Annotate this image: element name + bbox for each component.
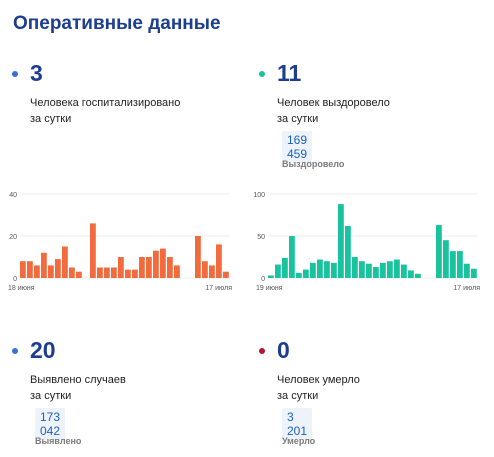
chart0-bar — [48, 265, 54, 278]
hospitalized-desc-line2: за сутки — [30, 113, 72, 125]
deaths-desc-line1: Человек умерло — [277, 374, 360, 386]
recovered-dot — [259, 71, 265, 77]
chart0-bar — [125, 269, 131, 278]
chart1-bar — [303, 269, 309, 278]
chart1-bar — [296, 272, 302, 278]
chart0-bar — [27, 261, 33, 278]
chart1-bar — [380, 262, 386, 278]
recovered-value: 11 — [277, 60, 302, 86]
chart0-bar — [202, 261, 208, 278]
detected-desc-line2: за сутки — [30, 390, 72, 402]
chart1-bar — [352, 257, 358, 278]
recovered-desc-line1: Человек выздоровело — [277, 97, 390, 109]
chart0-bar — [209, 265, 215, 278]
chart0-bar — [76, 271, 82, 278]
chart1-bar — [310, 262, 316, 278]
chart1-bar — [275, 264, 281, 278]
recovered-total-label: Выздоровело — [282, 159, 345, 169]
chart1-x-start-label: 19 июня — [256, 285, 283, 292]
chart0-bar — [167, 257, 173, 278]
chart0-bar — [174, 265, 180, 278]
detected-total: 173 042 — [35, 408, 66, 440]
chart1-bar — [415, 273, 421, 278]
chart1-bar — [289, 236, 295, 278]
chart1-bar — [282, 257, 288, 278]
chart1-bar — [394, 259, 400, 278]
chart0-bar — [146, 257, 152, 278]
detected-description: Выявлено случаев за сутки — [30, 372, 190, 404]
chart0-bar — [132, 269, 138, 278]
chart1-bar — [464, 263, 470, 278]
chart0-bar — [41, 252, 47, 278]
deaths-desc-line2: за сутки — [277, 390, 319, 402]
hospitalized-bar-chart: 40 20 0 18 июня 17 июля — [8, 192, 232, 292]
chart0-bar — [34, 265, 40, 278]
chart0-bar — [97, 267, 103, 278]
recovered-bar-chart: 100 50 0 19 июня 17 июля — [253, 192, 480, 292]
page-title: Оперативные данные — [13, 13, 221, 34]
hospitalized-dot — [12, 71, 18, 77]
chart0-ytick-label: 40 — [9, 192, 17, 199]
chart1-bar — [324, 261, 330, 278]
deaths-total: 3 201 — [282, 408, 313, 440]
chart1-bar — [408, 270, 414, 278]
chart1-bar — [338, 204, 344, 278]
chart0-bar — [216, 244, 222, 278]
chart1-bar — [268, 275, 274, 278]
deaths-value: 0 — [277, 337, 290, 363]
chart1-bar — [373, 267, 379, 278]
chart1-bar — [457, 251, 463, 278]
chart0-bar — [223, 271, 229, 278]
chart1-bar — [401, 264, 407, 278]
chart0-bar — [111, 267, 117, 278]
hospitalized-description: Человека госпитализировано за сутки — [30, 95, 190, 127]
chart1-ytick-label: 50 — [257, 234, 265, 241]
chart1-bar — [450, 251, 456, 278]
deaths-dot — [259, 348, 265, 354]
recovered-description: Человек выздоровело за сутки — [277, 95, 437, 127]
chart0-bar — [139, 257, 145, 278]
chart0-bar — [90, 223, 96, 278]
chart0-x-start-label: 18 июня — [8, 285, 35, 292]
chart0-bar — [69, 267, 75, 278]
detected-total-label: Выявлено — [35, 436, 82, 446]
chart1-bar — [345, 225, 351, 278]
hospitalized-value: 3 — [30, 60, 43, 86]
chart1-bar — [366, 263, 372, 278]
chart1-bar — [436, 225, 442, 278]
recovered-total: 169 459 — [282, 131, 313, 163]
chart0-bar — [160, 248, 166, 278]
chart1-bar — [443, 240, 449, 278]
detected-desc-line1: Выявлено случаев — [30, 374, 126, 386]
chart0-bar — [20, 261, 26, 278]
hospitalized-desc-line1: Человека госпитализировано — [30, 97, 181, 109]
deaths-description: Человек умерло за сутки — [277, 372, 437, 404]
chart1-ytick-label: 100 — [253, 192, 265, 199]
chart1-bar — [331, 262, 337, 278]
detected-value: 20 — [30, 337, 56, 363]
detected-dot — [12, 348, 18, 354]
chart0-x-end-label: 17 июля — [205, 285, 232, 292]
chart0-bar — [153, 250, 159, 278]
chart0-bar — [55, 259, 61, 278]
chart1-bar — [471, 268, 477, 278]
chart1-ytick-label: 0 — [261, 276, 265, 283]
chart1-bar — [359, 261, 365, 278]
chart0-ytick-label: 20 — [9, 234, 17, 241]
chart0-ytick-label: 0 — [13, 276, 17, 283]
chart1-bar — [387, 261, 393, 278]
chart1-bar — [317, 259, 323, 278]
deaths-total-label: Умерло — [282, 436, 316, 446]
chart0-bar — [118, 257, 124, 278]
chart0-bar — [195, 236, 201, 278]
recovered-desc-line2: за сутки — [277, 113, 319, 125]
chart0-bar — [104, 267, 110, 278]
chart1-x-end-label: 17 июля — [453, 285, 480, 292]
chart0-bar — [62, 246, 68, 278]
